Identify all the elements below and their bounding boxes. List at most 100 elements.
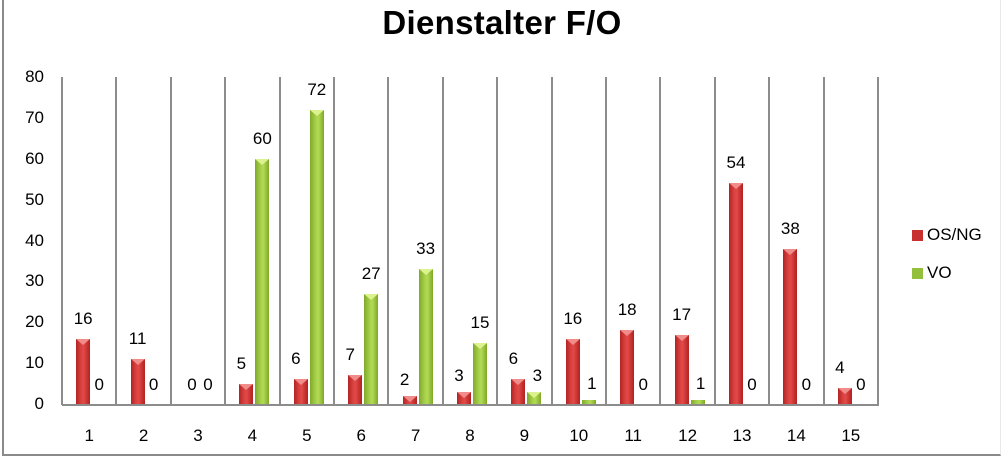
bar-os-ng — [729, 183, 743, 404]
y-tick-label: 60 — [25, 148, 44, 168]
data-label: 17 — [672, 304, 692, 324]
bar-vo — [418, 269, 433, 404]
x-axis-line — [62, 404, 879, 406]
data-label: 4 — [835, 357, 845, 377]
bar-vo — [527, 391, 542, 404]
bar-cap — [418, 269, 433, 276]
bar-vo — [473, 342, 487, 404]
data-label: 54 — [726, 153, 746, 173]
bar-cap — [457, 391, 471, 398]
data-label: 6 — [508, 349, 519, 369]
category-separator — [224, 77, 227, 405]
data-label: 38 — [780, 218, 800, 238]
bar-vo — [364, 293, 379, 404]
bar-cap — [620, 330, 635, 337]
x-tick-label: 12 — [678, 426, 698, 445]
data-label: 0 — [94, 375, 104, 394]
data-label: 15 — [470, 312, 490, 332]
y-tick-label: 30 — [25, 271, 44, 291]
bar-cap — [674, 334, 689, 341]
data-label: 2 — [399, 369, 410, 389]
x-tick-label: 7 — [410, 426, 421, 445]
x-tick-label: 11 — [624, 426, 643, 445]
bar-cap — [511, 379, 526, 386]
bar-vo — [255, 158, 270, 404]
data-label: 27 — [361, 263, 381, 283]
chart-title: Dienstalter F/O — [382, 4, 622, 41]
legend-swatch-red-icon — [912, 229, 923, 241]
category-separator — [659, 77, 662, 405]
x-tick-label: 4 — [247, 426, 258, 445]
bar-os-ng — [620, 330, 635, 404]
bar-cap — [348, 375, 363, 382]
bar-cap — [309, 109, 324, 116]
data-label: 72 — [307, 79, 327, 99]
y-tick-label: 10 — [25, 353, 44, 373]
bar-cap — [473, 342, 487, 349]
data-label: 33 — [416, 239, 436, 259]
bar-vo — [581, 399, 596, 404]
bar-os-ng — [837, 387, 852, 404]
category-separator — [822, 77, 825, 405]
x-tick-label: 14 — [786, 426, 806, 445]
data-label: 16 — [563, 308, 583, 328]
x-tick-label: 6 — [356, 426, 366, 445]
x-tick-label: 1 — [84, 426, 94, 445]
bar-os-ng — [674, 334, 689, 404]
category-separator — [333, 77, 335, 405]
x-tick-label: 10 — [569, 426, 589, 445]
bar-cap — [402, 395, 417, 402]
x-tick-label: 5 — [302, 426, 312, 445]
data-label: 1 — [587, 373, 597, 393]
bar-os-ng — [76, 338, 91, 404]
x-tick-label: 9 — [519, 426, 530, 445]
data-label: 0 — [638, 375, 648, 394]
data-label: 0 — [747, 375, 757, 394]
bar-cap — [729, 183, 743, 190]
category-separator — [387, 77, 390, 405]
bar-os-ng — [511, 379, 526, 404]
data-label: 3 — [454, 365, 464, 385]
bar-os-ng — [565, 338, 580, 404]
data-label: 0 — [148, 375, 159, 394]
data-label: 0 — [856, 375, 866, 394]
bar-cap — [76, 338, 91, 345]
x-tick-label: 15 — [841, 426, 861, 445]
bar-cap — [364, 293, 379, 300]
bar-cap — [837, 387, 852, 394]
data-label: 11 — [128, 329, 147, 349]
bar-os-ng — [293, 379, 308, 404]
data-label: 1 — [695, 373, 706, 393]
x-tick-label: 13 — [732, 426, 752, 445]
bar-vo — [309, 109, 324, 404]
legend-item-os-ng: OS/NG — [912, 225, 982, 245]
legend: OS/NG VO — [912, 225, 982, 301]
category-separator — [768, 77, 771, 405]
y-tick-label: 20 — [25, 312, 44, 332]
legend-label: VO — [927, 263, 952, 282]
category-separator — [441, 77, 444, 405]
category-separator — [115, 77, 118, 405]
y-tick-label: 70 — [25, 107, 44, 127]
category-separator — [605, 77, 607, 405]
data-label: 5 — [236, 353, 247, 373]
category-separator — [169, 77, 172, 405]
bar-os-ng — [457, 391, 471, 404]
y-tick-label: 40 — [25, 230, 44, 250]
bar-os-ng — [348, 375, 363, 404]
bar-cap — [239, 383, 254, 390]
legend-swatch-green-icon — [912, 267, 923, 279]
y-tick-label: 0 — [34, 394, 44, 413]
legend-label: OS/NG — [927, 225, 982, 244]
category-separator — [877, 77, 879, 405]
data-label: 18 — [617, 300, 637, 320]
x-tick-label: 3 — [193, 426, 203, 445]
data-label: 0 — [801, 375, 812, 394]
data-label: 6 — [291, 349, 301, 369]
bar-cap — [783, 248, 798, 255]
bar-os-ng — [239, 383, 254, 404]
data-label: 0 — [203, 375, 213, 394]
data-label: 7 — [345, 345, 355, 365]
category-separator — [550, 77, 553, 405]
bar-cap — [293, 379, 308, 386]
